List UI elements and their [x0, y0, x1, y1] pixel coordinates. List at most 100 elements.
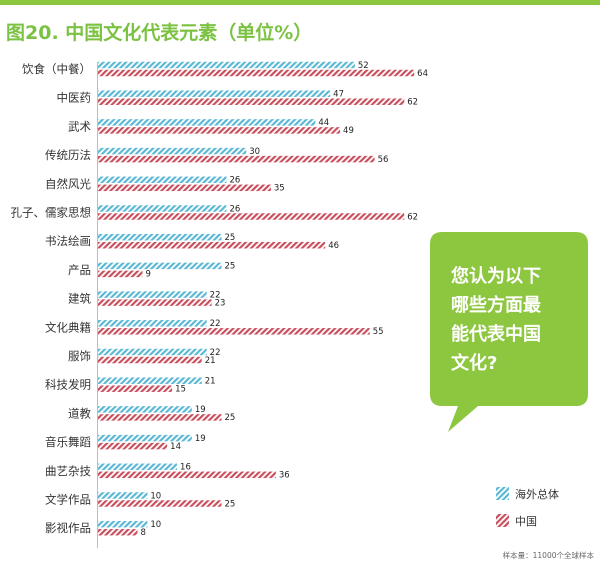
bars-group: 5264476244493056263526622546259222322552… [98, 61, 428, 538]
bar-overseas-music-dance [98, 434, 192, 442]
bar-china-film-tv [98, 528, 138, 536]
bar-china-music-dance [98, 442, 168, 450]
value-label-overseas-inventions: 21 [205, 376, 216, 386]
bar-china-calendar [98, 155, 375, 163]
bar-overseas-products [98, 262, 222, 270]
bar-overseas-confucius [98, 205, 227, 212]
value-label-overseas-confucius: 26 [229, 204, 240, 214]
bar-china-martial-arts [98, 127, 341, 134]
bar-china-products [98, 270, 143, 278]
bar-overseas-film-tv [98, 520, 148, 528]
value-label-overseas-architecture: 22 [210, 290, 221, 300]
value-label-china-music-dance: 14 [170, 442, 181, 452]
bar-china-calligraphy [98, 241, 326, 249]
category-labels-group: 饮食（中餐） 中医药武术传统历法自然风光孔子、儒家思想书法绘画产品建筑文化典籍服饰… [11, 62, 92, 535]
bar-china-food [98, 69, 415, 77]
legend-swatch-china [496, 514, 509, 527]
category-label-confucius: 孔子、儒家思想 [11, 206, 92, 220]
value-label-china-tcm: 62 [407, 97, 418, 107]
bar-overseas-food [98, 61, 355, 69]
category-label-film-tv: 影视作品 [45, 521, 91, 535]
category-label-calligraphy: 书法绘画 [45, 234, 91, 248]
bar-china-taoism [98, 414, 222, 421]
value-label-china-products: 9 [145, 270, 150, 280]
value-label-overseas-food: 52 [358, 61, 369, 71]
legend-swatch-overseas [496, 487, 509, 500]
value-label-overseas-classics: 22 [210, 319, 221, 329]
value-label-china-clothing: 21 [205, 356, 216, 366]
value-label-china-folk-arts: 36 [279, 471, 290, 481]
value-label-overseas-martial-arts: 44 [318, 118, 329, 128]
question-line-3: 能代表中国 [451, 323, 541, 345]
legend-label-china: 中国 [515, 515, 537, 528]
bar-china-architecture [98, 299, 212, 306]
value-label-overseas-film-tv: 10 [150, 520, 161, 530]
value-label-overseas-literature: 10 [150, 491, 161, 501]
value-label-china-scenery: 35 [274, 184, 285, 194]
bar-overseas-taoism [98, 406, 192, 413]
category-label-classics: 文化典籍 [45, 320, 91, 334]
bar-overseas-literature [98, 492, 148, 499]
chart-title: 图20. 中国文化代表元素（单位%） [6, 22, 313, 44]
value-label-overseas-scenery: 26 [229, 176, 240, 186]
question-line-2: 哪些方面最 [451, 294, 542, 316]
category-label-products: 产品 [68, 263, 91, 277]
value-label-overseas-folk-arts: 16 [180, 463, 191, 473]
value-label-china-confucius: 62 [407, 212, 418, 222]
bar-overseas-calendar [98, 147, 247, 155]
category-label-architecture: 建筑 [68, 292, 91, 306]
bar-china-tcm [98, 98, 405, 105]
question-line-4: 文化? [451, 352, 497, 374]
legend-label-overseas: 海外总体 [515, 487, 559, 501]
category-label-music-dance: 音乐舞蹈 [45, 435, 91, 449]
bar-china-clothing [98, 356, 202, 364]
top-accent-bar [0, 0, 600, 5]
sample-note: 样本量：11000个全球样本 [503, 550, 595, 560]
value-label-china-film-tv: 8 [141, 528, 146, 538]
value-label-china-architecture: 23 [215, 298, 226, 308]
value-label-overseas-calligraphy: 25 [225, 233, 236, 243]
bar-overseas-clothing [98, 348, 207, 356]
value-label-china-calligraphy: 46 [328, 241, 339, 251]
value-label-china-food: 64 [417, 69, 428, 79]
bar-overseas-classics [98, 320, 207, 327]
value-label-china-inventions: 15 [175, 384, 186, 394]
value-label-overseas-tcm: 47 [333, 89, 344, 99]
bar-china-inventions [98, 385, 173, 392]
category-label-food: 饮食（中餐） [22, 62, 91, 76]
bar-overseas-scenery [98, 176, 227, 184]
bar-china-folk-arts [98, 471, 276, 479]
category-label-calendar: 传统历法 [45, 148, 91, 162]
bar-china-confucius [98, 213, 405, 220]
category-label-literature: 文学作品 [45, 493, 91, 507]
question-line-1: 您认为以下 [451, 265, 541, 287]
value-label-overseas-products: 25 [225, 262, 236, 272]
value-label-china-taoism: 25 [225, 413, 236, 423]
bar-overseas-architecture [98, 291, 207, 298]
bar-overseas-inventions [98, 377, 202, 384]
category-label-folk-arts: 曲艺杂技 [45, 464, 91, 478]
question-bubble-shape [430, 232, 588, 432]
category-label-taoism: 道教 [68, 406, 91, 420]
value-label-overseas-clothing: 22 [210, 348, 221, 358]
value-label-china-calendar: 56 [378, 155, 389, 165]
legend: 海外总体 中国 [496, 487, 559, 528]
bar-china-scenery [98, 184, 271, 192]
value-label-overseas-calendar: 30 [249, 147, 260, 157]
category-label-inventions: 科技发明 [45, 378, 91, 392]
value-label-china-martial-arts: 49 [343, 126, 354, 136]
bar-china-literature [98, 500, 222, 507]
question-bubble: 您认为以下 哪些方面最 能代表中国 文化? [430, 232, 588, 432]
bar-overseas-tcm [98, 90, 331, 97]
bar-overseas-martial-arts [98, 119, 316, 126]
category-label-scenery: 自然风光 [45, 177, 91, 191]
category-label-martial-arts: 武术 [68, 119, 91, 133]
value-label-overseas-music-dance: 19 [195, 434, 206, 444]
category-label-tcm: 中医药 [57, 91, 92, 105]
value-label-overseas-taoism: 19 [195, 405, 206, 415]
value-label-china-literature: 25 [225, 499, 236, 509]
value-label-china-classics: 55 [373, 327, 384, 337]
bar-china-classics [98, 328, 370, 335]
bar-overseas-folk-arts [98, 463, 178, 471]
